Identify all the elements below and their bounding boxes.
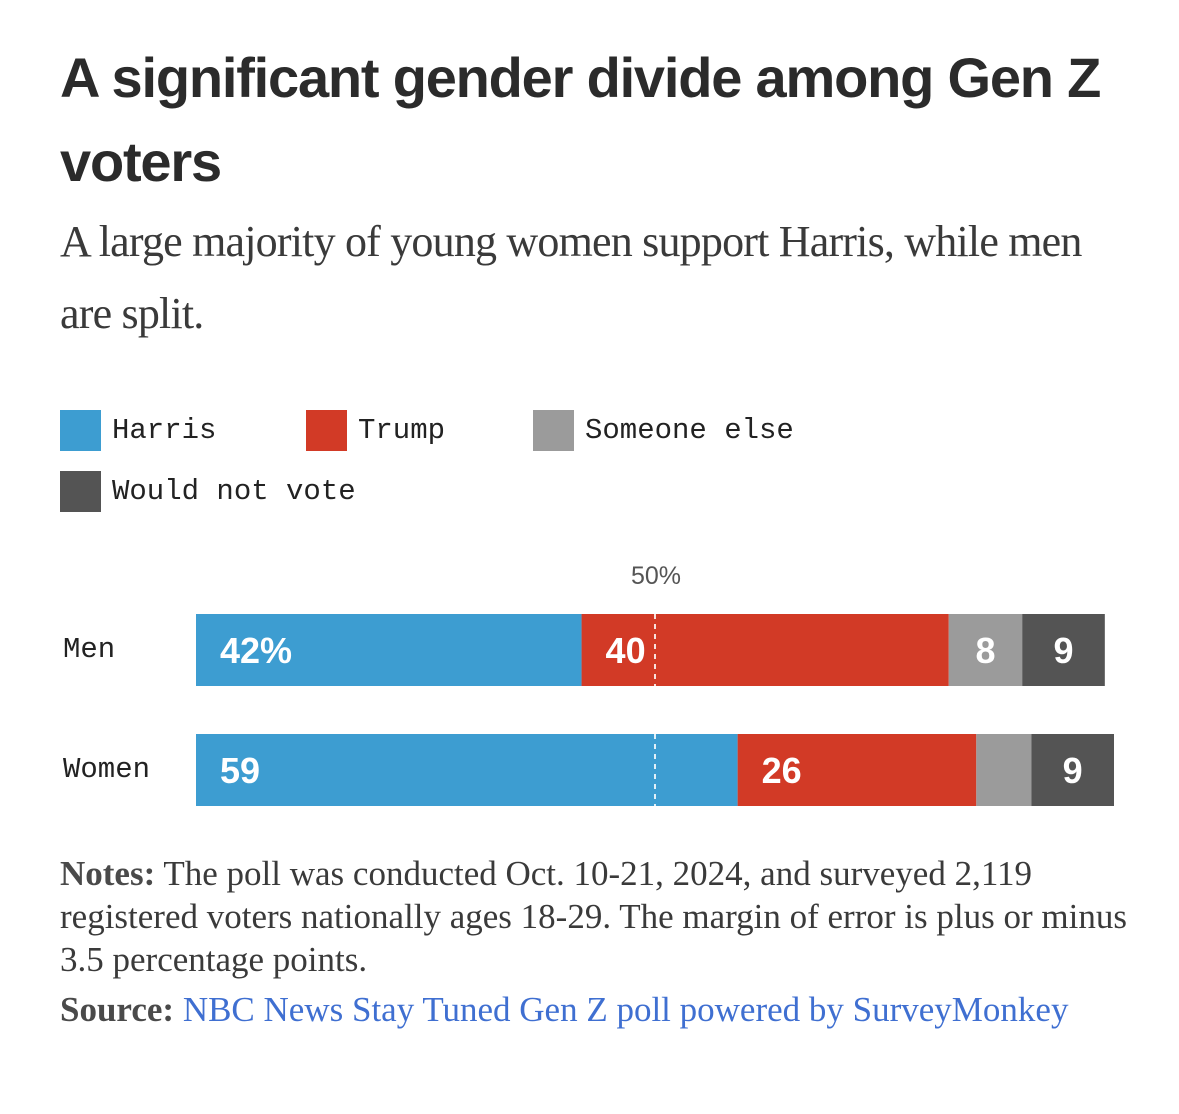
notes-text: The poll was conducted Oct. 10-21, 2024,… [60, 854, 1127, 979]
data-label-men-someone-else: 8 [975, 630, 995, 671]
data-label-men-trump: 40 [606, 630, 646, 671]
chart-plot: 42% 40 8 9 59 26 9 [196, 614, 1114, 806]
chart-title: A significant gender divide among Gen Z … [60, 46, 1101, 193]
legend-swatch-harris [60, 410, 101, 451]
legend-item-would-not-vote: Would not vote [60, 471, 356, 512]
legend-label-trump: Trump [358, 414, 446, 447]
data-label-men-would-not-vote: 9 [1053, 630, 1073, 671]
bar-women-someone-else [976, 734, 1032, 806]
bar-women-trump [737, 734, 977, 806]
legend-label-harris: Harris [112, 414, 217, 447]
source-label: Source: [60, 990, 175, 1029]
bar-men-trump [581, 614, 949, 686]
bar-men-would-not-vote [1022, 614, 1105, 686]
bar-women-would-not-vote [1031, 734, 1114, 806]
bar-men-harris [196, 614, 582, 686]
bar-men-someone-else [948, 614, 1023, 686]
notes-label: Notes: [60, 854, 156, 893]
notes: Notes: The poll was conducted Oct. 10-21… [60, 852, 1150, 981]
legend-item-trump: Trump [306, 410, 445, 451]
data-label-men-harris: 42% [220, 630, 292, 671]
row-label-women: Women [63, 753, 151, 786]
bar-women-harris [196, 734, 738, 806]
legend-swatch-trump [306, 410, 347, 451]
legend-swatch-would-not-vote [60, 471, 101, 512]
row-label-men: Men [63, 633, 116, 666]
source: Source: NBC News Stay Tuned Gen Z poll p… [60, 988, 1150, 1031]
chart-subtitle: A large majority of young women support … [60, 217, 1082, 338]
reference-line-label: 50% [630, 562, 682, 590]
legend-label-someone-else: Someone else [585, 414, 794, 447]
data-label-women-trump: 26 [762, 750, 802, 791]
legend-swatch-someone-else [533, 410, 574, 451]
data-label-women-harris: 59 [220, 750, 260, 791]
legend-item-someone-else: Someone else [533, 410, 794, 451]
source-link[interactable]: NBC News Stay Tuned Gen Z poll powered b… [182, 990, 1069, 1029]
legend-label-would-not-vote: Would not vote [112, 475, 356, 508]
data-label-women-would-not-vote: 9 [1063, 750, 1083, 791]
legend-item-harris: Harris [60, 410, 216, 451]
